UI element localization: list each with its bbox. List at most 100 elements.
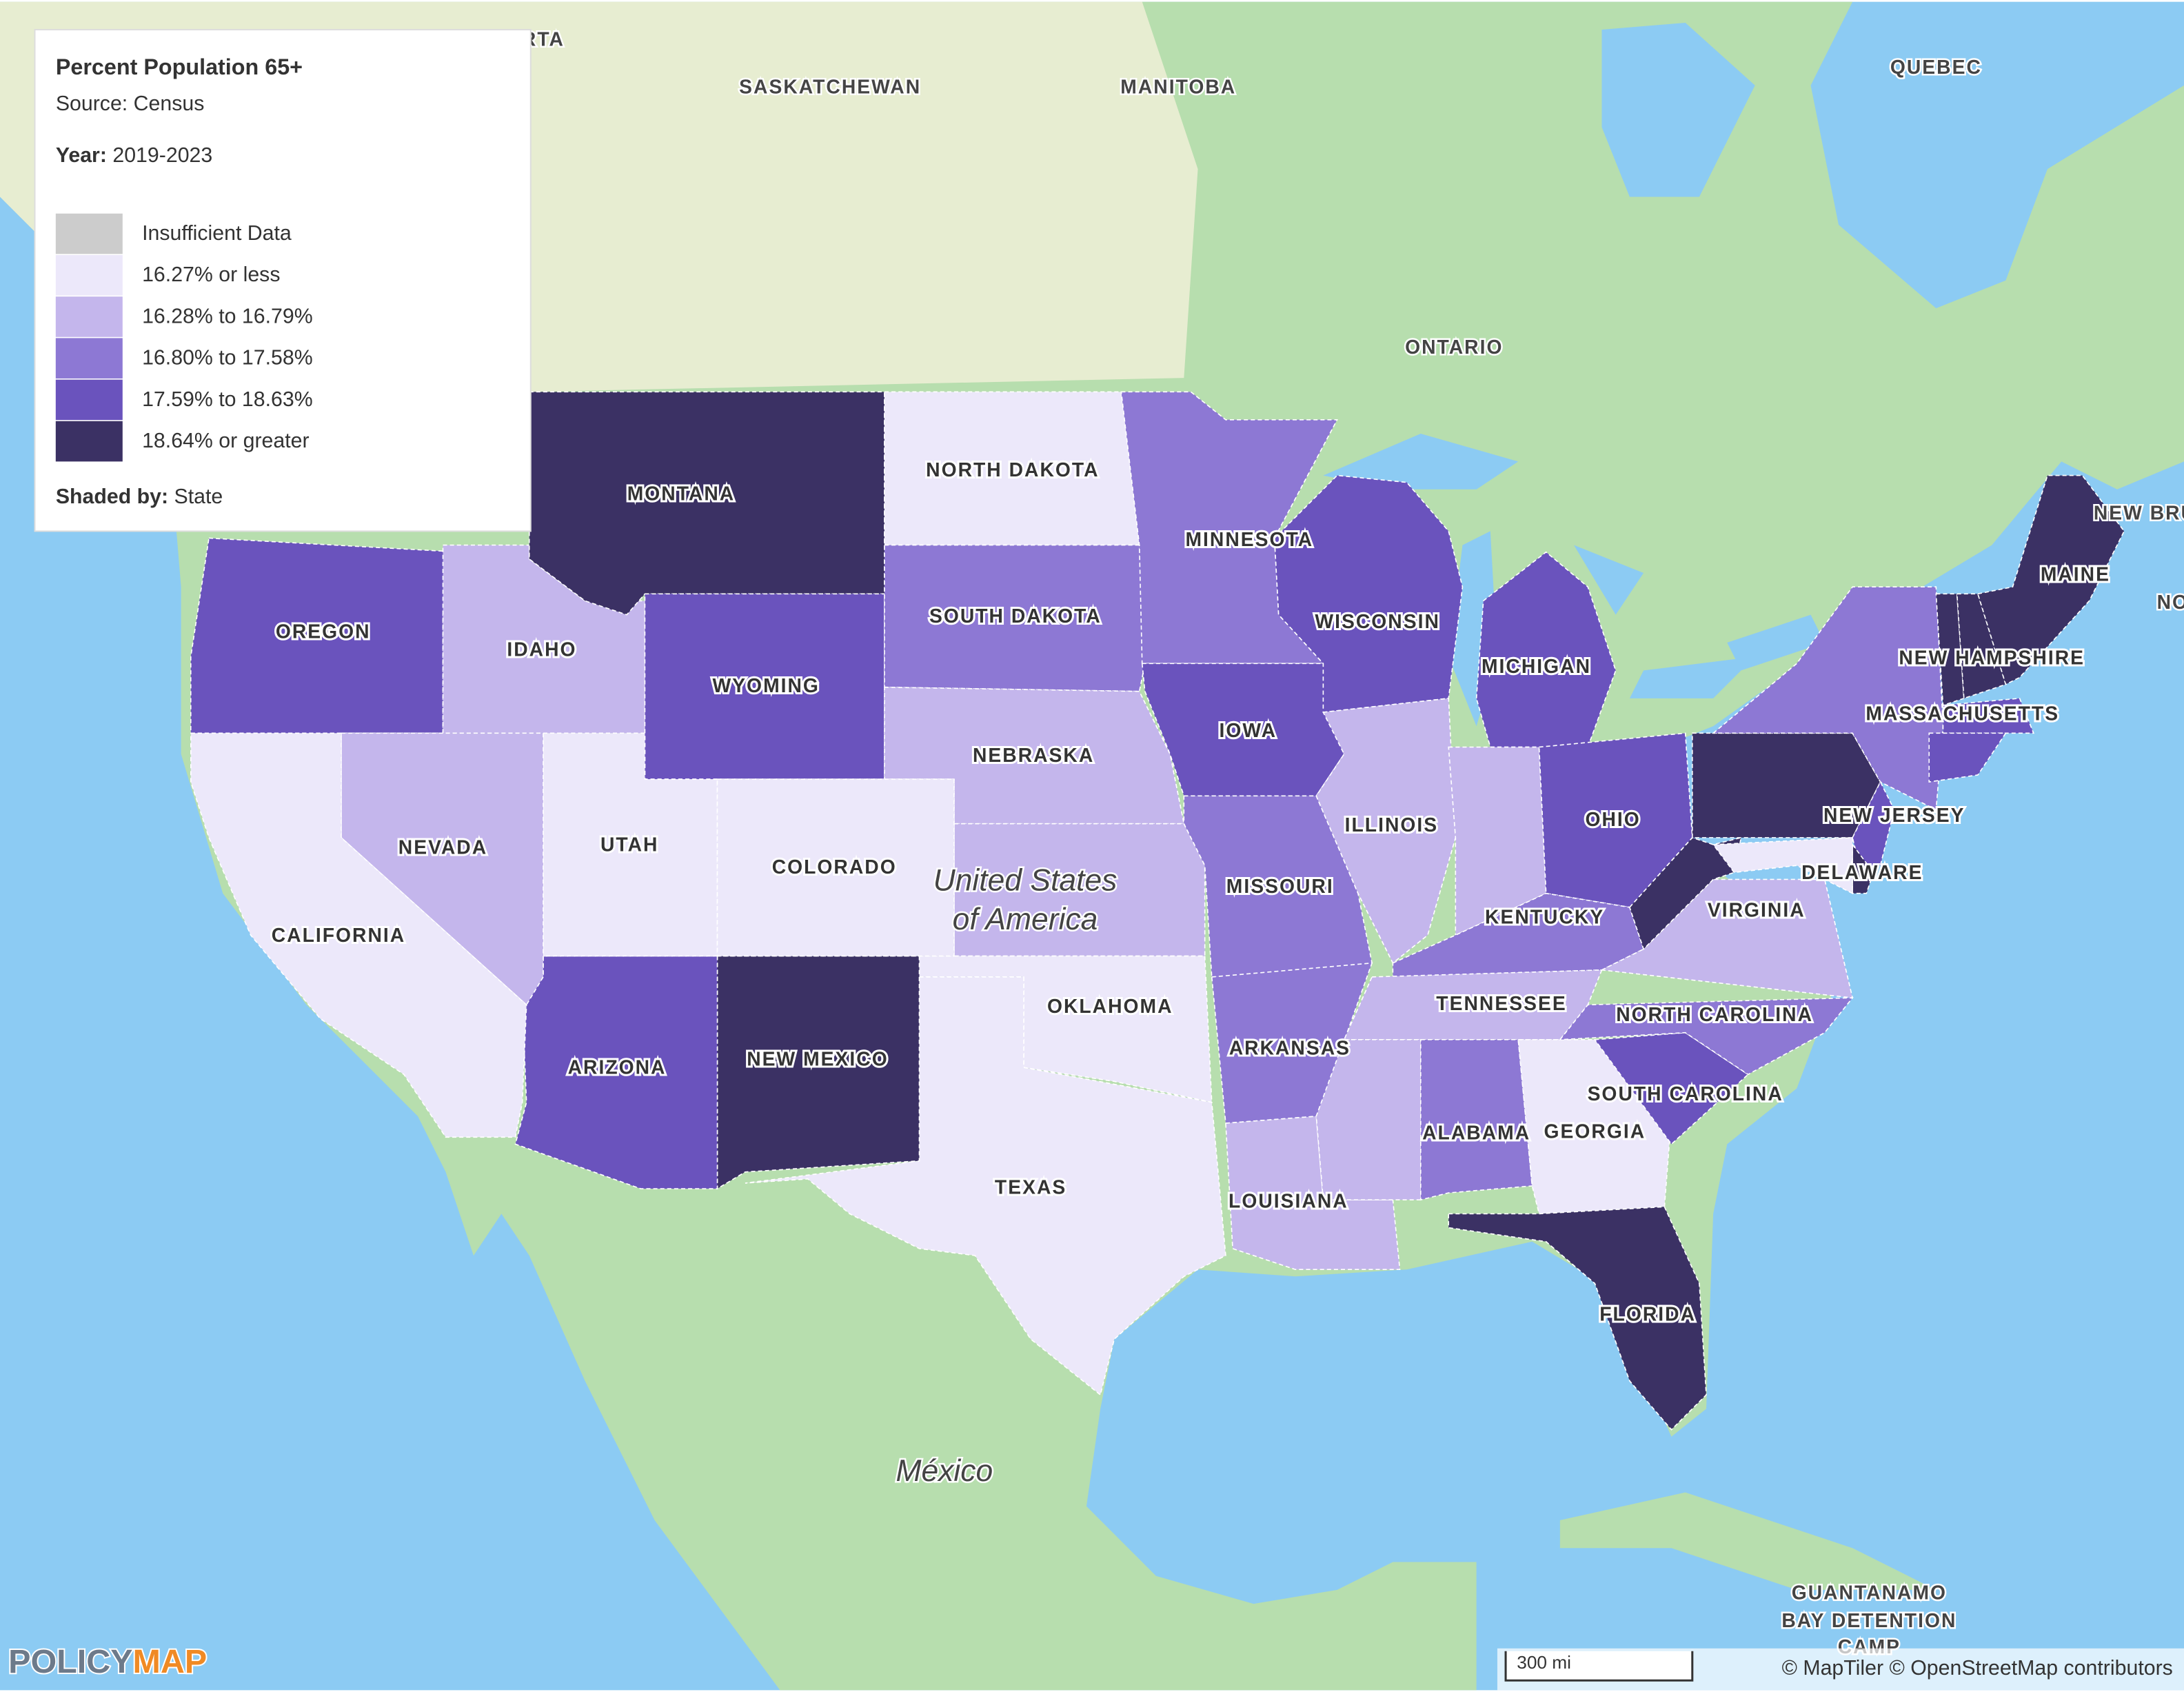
state-label: ALABAMA (1422, 1122, 1530, 1144)
legend-label: 17.59% to 18.63% (142, 388, 313, 411)
state-label: NEW JERSEY (1823, 804, 1965, 826)
state-label: MAINE (2041, 563, 2110, 585)
great-lakes (1323, 433, 1825, 727)
state (1273, 474, 1464, 713)
country-label: of America (953, 903, 1098, 936)
state-label: LOUISIANA (1228, 1190, 1348, 1212)
state-label: VIRGINIA (1708, 898, 1806, 920)
state (1343, 969, 1603, 1040)
state-label: NORTH CAROLINA (1616, 1003, 1813, 1025)
shaded-value: State (174, 485, 223, 508)
attribution: © MapTiler © OpenStreetMap contributors (1782, 1657, 2173, 1680)
state-label: OREGON (276, 620, 371, 642)
state-label: FLORIDA (1599, 1302, 1696, 1325)
state-label: WISCONSIN (1315, 610, 1440, 632)
state-label: MONTANA (627, 482, 736, 504)
states (190, 391, 2125, 1431)
place-label: GUANTANAMO (1792, 1581, 1947, 1603)
year-label: Year: (56, 144, 107, 167)
state (716, 955, 920, 1190)
legend-swatch (55, 213, 123, 254)
state (1538, 732, 1693, 908)
state-label: CALIFORNIA (272, 924, 406, 946)
logo-part: POLICY (8, 1643, 132, 1680)
state-label: NEVADA (398, 836, 487, 858)
state-label: OHIO (1585, 808, 1640, 830)
state (884, 544, 1146, 692)
state (1942, 697, 2034, 734)
region-label: NO (2157, 591, 2184, 613)
country-label: United States (933, 863, 1118, 897)
state-label: NEW HAMPSHIRE (1899, 647, 2085, 669)
legend-title: Percent Population 65+ (56, 54, 303, 79)
region-label: QUEBEC (1890, 56, 1982, 78)
state-label: OKLAHOMA (1047, 995, 1173, 1017)
region-label: MANITOBA (1120, 75, 1236, 97)
state-label: IOWA (1220, 719, 1277, 741)
legend-swatch (55, 296, 123, 337)
state-label: KENTUCKY (1485, 906, 1604, 928)
state (190, 732, 527, 1138)
legend-swatch (55, 421, 123, 462)
hudson-bay (1601, 22, 1755, 197)
place-label: BAY DETENTION (1781, 1609, 1957, 1631)
legend-label: 16.27% or less (142, 263, 280, 286)
state (1448, 1206, 1707, 1431)
country-label: México (896, 1454, 993, 1488)
state-label: COLORADO (772, 856, 897, 878)
state-label: NORTH DAKOTA (926, 459, 1099, 481)
legend-label: 18.64% or greater (142, 430, 310, 452)
legend-label: 16.28% to 16.79% (142, 305, 313, 328)
legend-year: Year: 2019-2023 (56, 144, 212, 167)
legend-swatch (55, 338, 123, 379)
state-label: MICHIGAN (1482, 655, 1591, 677)
legend-label: 16.80% to 17.58% (142, 347, 313, 370)
state-label: ARIZONA (568, 1056, 667, 1078)
region-label: NEW BRU (2094, 502, 2184, 524)
scale-label: 300 mi (1517, 1652, 1571, 1673)
scale-bar (1504, 1651, 1694, 1682)
state-label: MINNESOTA (1185, 528, 1313, 550)
legend-shaded: Shaded by: State (56, 485, 223, 508)
region-label: ONTARIO (1405, 336, 1503, 358)
state-label: TENNESSEE (1436, 992, 1566, 1014)
state (1712, 837, 1853, 895)
legend-swatch (55, 254, 123, 296)
state (1956, 593, 2007, 699)
state-label: ILLINOIS (1345, 814, 1439, 836)
region-label: SASKATCHEWAN (739, 75, 921, 97)
shaded-label: Shaded by: (56, 485, 168, 508)
state-label: UTAH (600, 833, 659, 855)
legend-label: Insufficient Data (142, 222, 292, 245)
state (1420, 1039, 1533, 1201)
cuba (1559, 1492, 1937, 1590)
state-label: DELAWARE (1801, 861, 1923, 883)
legend: Percent Population 65+ Source: Census Ye… (34, 29, 532, 532)
logo-part: MAP (133, 1643, 208, 1680)
state-label: MISSOURI (1226, 875, 1334, 897)
legend-swatch (55, 379, 123, 421)
state-label: NEBRASKA (973, 744, 1094, 766)
state-label: SOUTH CAROLINA (1588, 1082, 1783, 1105)
state (1559, 997, 1854, 1076)
state-label: WYOMING (712, 674, 819, 696)
state (716, 778, 955, 957)
state-label: GEORGIA (1544, 1120, 1646, 1142)
state-label: SOUTH DAKOTA (929, 605, 1102, 627)
state (1976, 474, 2125, 685)
state (745, 976, 1226, 1396)
state (528, 391, 885, 616)
state (918, 955, 1213, 1103)
state (953, 823, 1206, 957)
state-label: IDAHO (507, 638, 576, 661)
state (1928, 732, 2007, 783)
year-value: 2019-2023 (112, 144, 212, 167)
legend-source: Source: Census (56, 92, 205, 115)
state-label: TEXAS (995, 1176, 1066, 1198)
state (341, 732, 544, 1006)
state (1315, 1039, 1422, 1200)
state-label: NEW MEXICO (747, 1048, 889, 1070)
state (1599, 878, 1854, 999)
